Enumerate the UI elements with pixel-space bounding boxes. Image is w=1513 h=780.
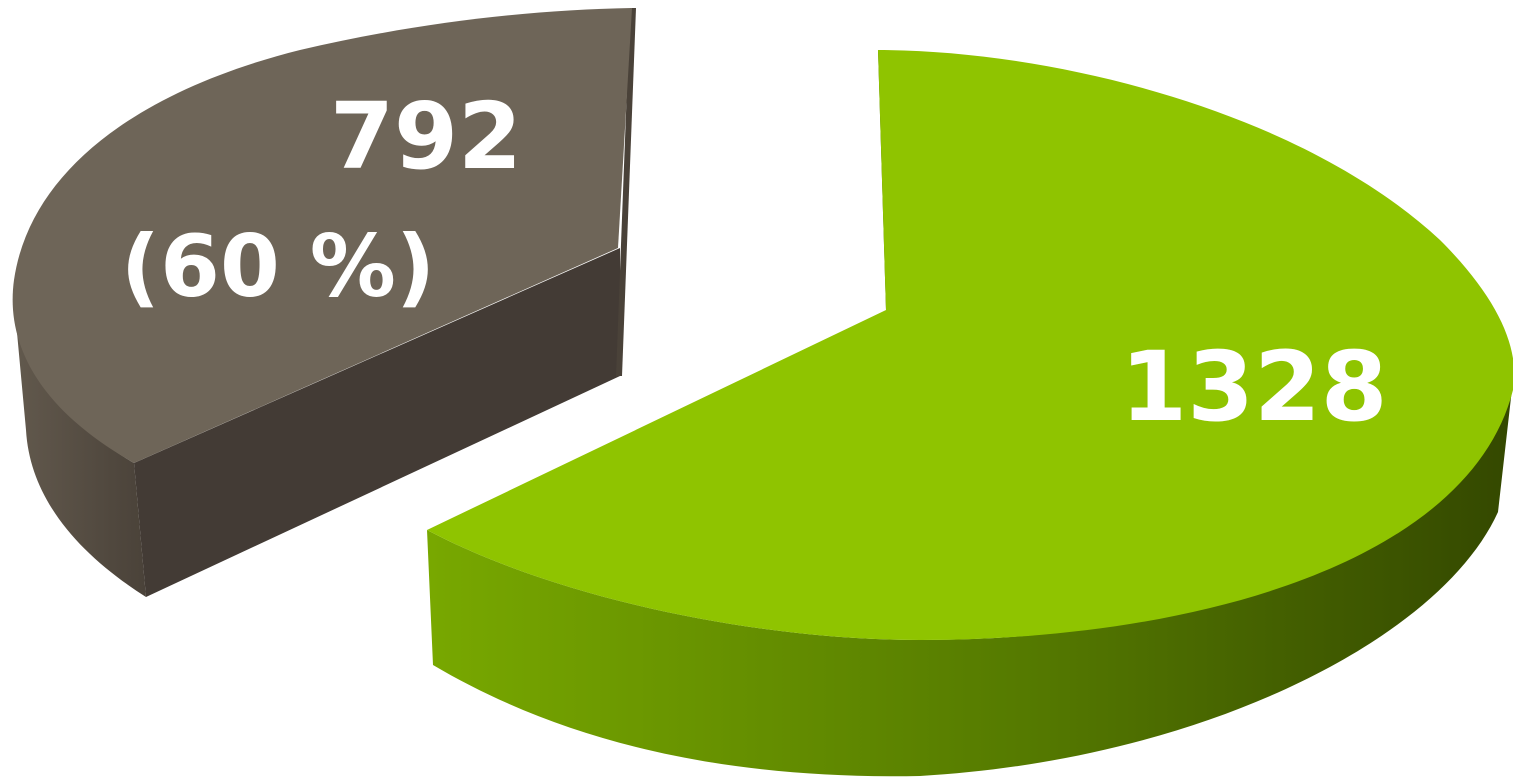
pie-slice-1328-side	[427, 380, 1513, 777]
pie-slice-792	[12, 8, 636, 597]
pie-slice-792-side	[14, 300, 146, 597]
pie-slice-792-top	[12, 8, 633, 463]
pie-slice-1328	[427, 50, 1513, 777]
slice-792-percent-label: (60 %)	[121, 217, 435, 317]
pie-slice-1328-top	[427, 50, 1513, 640]
pie-slice-792-back-edge	[616, 8, 636, 376]
slice-1328-value-label: 1328	[1120, 331, 1387, 443]
pie-slice-792-cut-face	[134, 248, 620, 597]
slice-792-value-label: 792	[330, 83, 522, 190]
